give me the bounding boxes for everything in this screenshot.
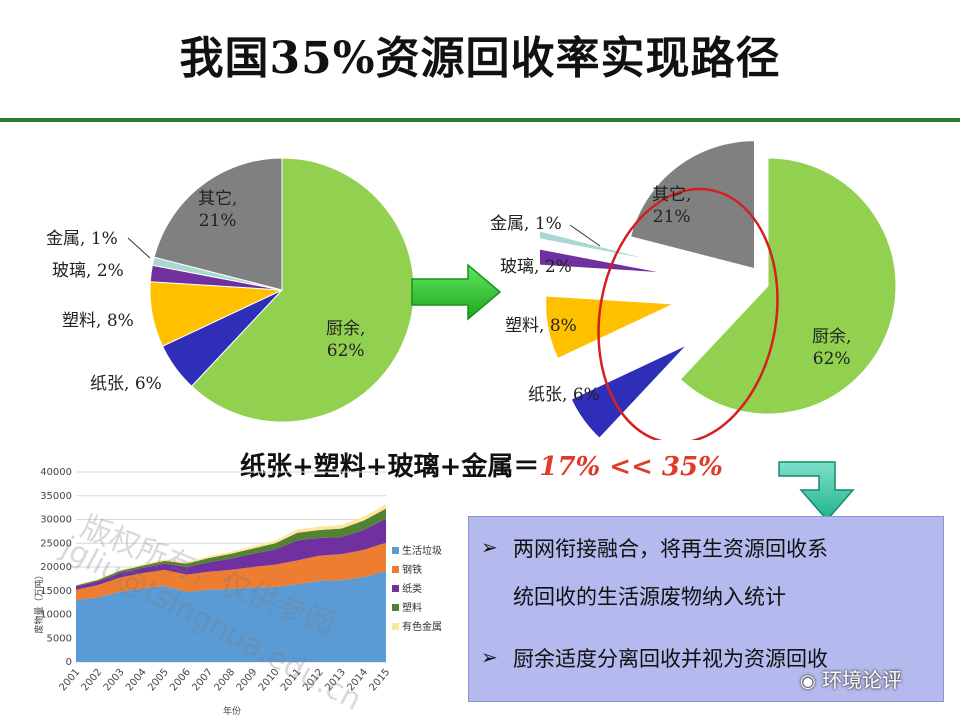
area-y-tick: 40000 — [40, 467, 72, 478]
highlight-circle — [597, 187, 779, 440]
area-x-tick: 2007 — [190, 667, 215, 694]
area-x-tick: 2009 — [235, 667, 260, 694]
pie-chart-after — [540, 140, 897, 440]
footer-logo-text: 环境论评 — [822, 668, 903, 692]
stacked-area-chart: 0 5000 10000 15000 20000 25000 30000 35000 40000… — [33, 467, 442, 717]
area-y-tick: 5000 — [47, 633, 72, 644]
pie2-label-other: 其它, 21% — [652, 185, 692, 227]
formula-sum: 纸张+塑料+玻璃+金属＝ — [240, 452, 540, 482]
area-legend-swatch — [392, 623, 399, 630]
area-series-0 — [76, 571, 386, 662]
pie2-label-metal: 金属, 1% — [490, 214, 562, 234]
area-y-tick: 35000 — [40, 491, 72, 502]
formula-result: 17% << 35% — [539, 452, 723, 482]
title-divider — [0, 118, 960, 122]
pie2-label-plastic: 塑料, 8% — [505, 316, 577, 336]
area-legend-label: 生活垃圾 — [402, 544, 442, 557]
pie1-slice-kitchen — [190, 157, 415, 423]
pie1-label-plastic: 塑料, 8% — [62, 311, 134, 331]
pie2-slice-glass — [540, 248, 665, 274]
pie2-label-kitchen: 厨余, 62% — [812, 327, 852, 369]
bullet-arrow-icon: ➢ — [481, 535, 498, 559]
area-series-2 — [76, 518, 386, 590]
note-1-line-1: 两网衔接融合，将再生资源回收系 — [513, 537, 828, 561]
area-x-tick: 2015 — [368, 667, 393, 694]
pie2-slice-plastic — [545, 295, 674, 360]
area-x-tick: 2001 — [58, 667, 83, 694]
area-legend-label: 塑料 — [402, 601, 422, 614]
area-legend-label: 纸类 — [402, 582, 422, 595]
area-y-tick: 15000 — [40, 586, 72, 597]
pie1-label-paper: 纸张, 6% — [90, 374, 162, 394]
pie1-label-glass: 玻璃, 2% — [52, 261, 124, 281]
pie-chart-before — [149, 157, 415, 423]
area-x-tick: 2004 — [124, 667, 149, 694]
area-y-ticks: 0 5000 10000 15000 20000 25000 30000 35000 40000 — [40, 467, 72, 668]
transition-arrow-icon — [411, 263, 502, 321]
area-x-tick: 2002 — [80, 667, 105, 694]
footer-logo: ◉ 环境论评 — [800, 664, 902, 693]
area-y-tick: 30000 — [40, 515, 72, 526]
pie2-label-glass: 玻璃, 2% — [500, 257, 572, 277]
wechat-icon: ◉ — [800, 671, 816, 692]
area-y-label: 废物量（万吨） — [33, 570, 45, 633]
pie2-slice-other — [629, 140, 756, 270]
pie2-label-paper: 纸张, 6% — [528, 385, 600, 405]
area-x-tick: 2006 — [168, 667, 193, 694]
area-legend-swatch — [392, 566, 399, 573]
note-2-line-1: 厨余适度分离回收并视为资源回收 — [513, 647, 828, 671]
pie1-label-other: 其它, 21% — [198, 189, 238, 231]
pie2-slice-paper — [570, 344, 688, 439]
area-y-tick: 0 — [66, 657, 72, 668]
pie2-slice-kitchen — [679, 157, 897, 415]
area-series-1 — [76, 542, 386, 601]
area-legend-swatch — [392, 604, 399, 611]
notes-box: ➢ 两网衔接融合，将再生资源回收系 统回收的生活源废物纳入统计 ➢ 厨余适度分离… — [468, 516, 944, 702]
bullet-arrow-icon: ➢ — [481, 645, 498, 669]
area-x-tick: 2003 — [102, 667, 127, 694]
area-x-tick: 2005 — [146, 667, 171, 694]
pie1-label-kitchen: 厨余, 62% — [326, 319, 366, 361]
area-y-tick: 10000 — [40, 610, 72, 621]
area-x-label: 年份 — [223, 705, 241, 717]
area-legend-label: 有色金属 — [402, 620, 442, 633]
page-title: 我国35%资源回收率实现路径 — [179, 33, 781, 84]
area-legend-swatch — [392, 585, 399, 592]
pie-before-slices — [149, 157, 415, 423]
pie1-slice-other — [153, 157, 283, 291]
note-1-line-2: 统回收的生活源废物纳入统计 — [513, 585, 786, 609]
formula-text: 纸张+塑料+玻璃+金属＝17% << 35% — [240, 446, 723, 483]
area-x-tick: 2008 — [213, 667, 238, 694]
area-series — [76, 504, 386, 662]
area-legend-label: 钢铁 — [402, 563, 422, 576]
area-y-tick: 25000 — [40, 538, 72, 549]
area-y-tick: 20000 — [40, 562, 72, 573]
down-arrow-icon — [778, 461, 855, 522]
area-legend-swatch — [392, 547, 399, 554]
pie1-label-metal: 金属, 1% — [46, 229, 118, 249]
